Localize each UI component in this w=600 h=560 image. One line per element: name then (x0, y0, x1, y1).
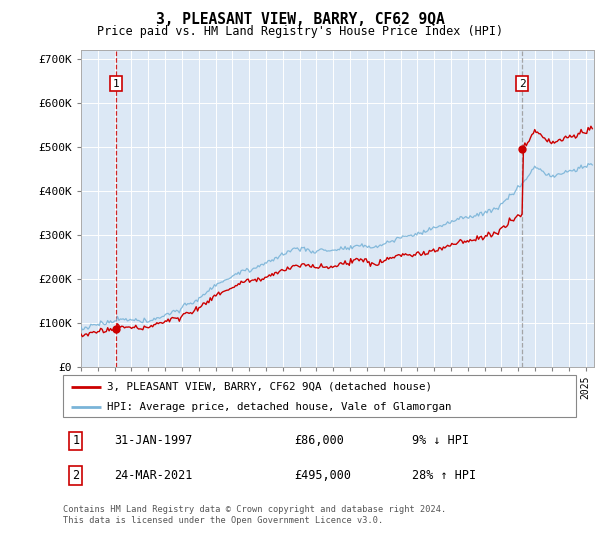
Text: 9% ↓ HPI: 9% ↓ HPI (412, 435, 469, 447)
Text: Contains HM Land Registry data © Crown copyright and database right 2024.
This d: Contains HM Land Registry data © Crown c… (63, 505, 446, 525)
Text: 31-JAN-1997: 31-JAN-1997 (115, 435, 193, 447)
Text: 3, PLEASANT VIEW, BARRY, CF62 9QA (detached house): 3, PLEASANT VIEW, BARRY, CF62 9QA (detac… (107, 382, 431, 392)
Text: 1: 1 (113, 78, 119, 88)
Text: 1: 1 (72, 435, 79, 447)
Text: 28% ↑ HPI: 28% ↑ HPI (412, 469, 476, 483)
Text: HPI: Average price, detached house, Vale of Glamorgan: HPI: Average price, detached house, Vale… (107, 402, 451, 412)
Text: 2: 2 (519, 78, 526, 88)
Text: 2: 2 (72, 469, 79, 483)
Text: £495,000: £495,000 (294, 469, 351, 483)
Text: Price paid vs. HM Land Registry's House Price Index (HPI): Price paid vs. HM Land Registry's House … (97, 25, 503, 38)
Text: 3, PLEASANT VIEW, BARRY, CF62 9QA: 3, PLEASANT VIEW, BARRY, CF62 9QA (155, 12, 445, 27)
Text: 24-MAR-2021: 24-MAR-2021 (115, 469, 193, 483)
FancyBboxPatch shape (63, 375, 576, 417)
Text: £86,000: £86,000 (294, 435, 344, 447)
